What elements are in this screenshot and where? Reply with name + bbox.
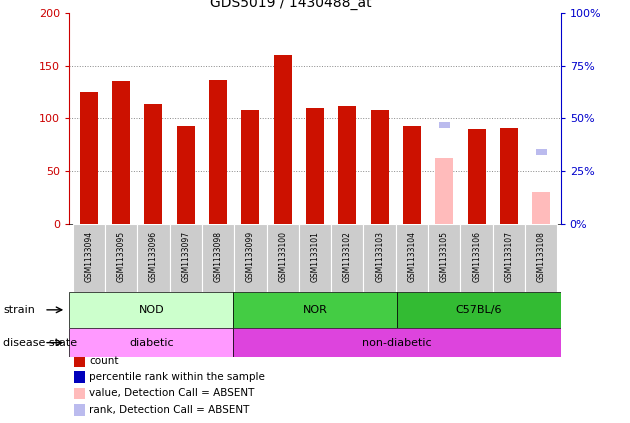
Bar bbox=[299, 224, 331, 292]
Bar bbox=[371, 110, 389, 224]
Bar bbox=[274, 55, 292, 224]
Bar bbox=[406, 3, 418, 10]
Bar bbox=[471, 1, 483, 7]
Text: C57BL/6: C57BL/6 bbox=[455, 305, 502, 315]
Bar bbox=[396, 224, 428, 292]
Bar bbox=[74, 404, 85, 416]
Bar bbox=[331, 224, 364, 292]
Bar bbox=[532, 192, 550, 224]
Bar bbox=[169, 224, 202, 292]
Title: GDS5019 / 1430488_at: GDS5019 / 1430488_at bbox=[210, 0, 371, 10]
Bar bbox=[147, 0, 159, 5]
Bar bbox=[500, 128, 518, 224]
Bar bbox=[80, 92, 98, 224]
Bar bbox=[374, 0, 386, 3]
Text: count: count bbox=[89, 356, 118, 366]
Bar bbox=[503, 5, 515, 12]
Bar bbox=[536, 149, 547, 156]
Text: GSM1133098: GSM1133098 bbox=[214, 231, 222, 282]
Bar bbox=[74, 387, 85, 399]
Text: GSM1133106: GSM1133106 bbox=[472, 231, 481, 282]
Text: disease state: disease state bbox=[3, 338, 77, 348]
Text: GSM1133095: GSM1133095 bbox=[117, 231, 125, 282]
Text: percentile rank within the sample: percentile rank within the sample bbox=[89, 372, 265, 382]
Bar bbox=[180, 1, 192, 7]
Text: GSM1133101: GSM1133101 bbox=[311, 231, 319, 282]
Text: GSM1133094: GSM1133094 bbox=[84, 231, 93, 282]
Text: GSM1133096: GSM1133096 bbox=[149, 231, 158, 282]
Text: GSM1133103: GSM1133103 bbox=[375, 231, 384, 282]
Text: GSM1133102: GSM1133102 bbox=[343, 231, 352, 282]
Text: GSM1133099: GSM1133099 bbox=[246, 231, 255, 282]
Bar bbox=[177, 126, 195, 224]
Bar bbox=[74, 355, 85, 367]
Bar bbox=[69, 328, 233, 357]
Text: GSM1133104: GSM1133104 bbox=[408, 231, 416, 282]
Bar bbox=[234, 224, 266, 292]
Bar bbox=[438, 122, 450, 128]
Bar bbox=[428, 224, 461, 292]
Text: GSM1133107: GSM1133107 bbox=[505, 231, 513, 282]
Text: GSM1133105: GSM1133105 bbox=[440, 231, 449, 282]
Text: GSM1133097: GSM1133097 bbox=[181, 231, 190, 282]
Text: diabetic: diabetic bbox=[129, 338, 173, 348]
Bar bbox=[266, 224, 299, 292]
Bar bbox=[467, 129, 486, 224]
Bar bbox=[209, 80, 227, 224]
Text: rank, Detection Call = ABSENT: rank, Detection Call = ABSENT bbox=[89, 405, 249, 415]
Bar bbox=[105, 224, 137, 292]
Bar bbox=[202, 224, 234, 292]
Bar bbox=[435, 158, 453, 224]
Bar bbox=[74, 371, 85, 383]
Bar bbox=[233, 292, 397, 328]
Text: NOR: NOR bbox=[302, 305, 328, 315]
Bar bbox=[233, 328, 561, 357]
Bar bbox=[72, 224, 105, 292]
Bar bbox=[241, 110, 259, 224]
Bar bbox=[364, 224, 396, 292]
Text: value, Detection Call = ABSENT: value, Detection Call = ABSENT bbox=[89, 388, 255, 398]
Bar bbox=[403, 126, 421, 224]
Text: NOD: NOD bbox=[139, 305, 164, 315]
Bar bbox=[144, 104, 163, 224]
Bar bbox=[306, 108, 324, 224]
Bar bbox=[69, 292, 233, 328]
Bar bbox=[461, 224, 493, 292]
Bar bbox=[137, 224, 169, 292]
Bar bbox=[525, 224, 558, 292]
Text: GSM1133108: GSM1133108 bbox=[537, 231, 546, 282]
Text: strain: strain bbox=[3, 305, 35, 315]
Bar bbox=[493, 224, 525, 292]
Bar bbox=[397, 292, 561, 328]
Bar bbox=[338, 106, 356, 224]
Text: GSM1133100: GSM1133100 bbox=[278, 231, 287, 282]
Bar bbox=[112, 81, 130, 224]
Text: non-diabetic: non-diabetic bbox=[362, 338, 432, 348]
